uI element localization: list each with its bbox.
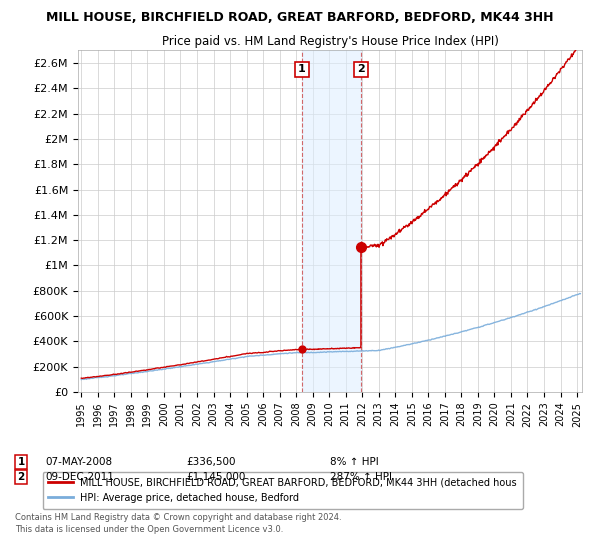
Text: This data is licensed under the Open Government Licence v3.0.: This data is licensed under the Open Gov… <box>15 525 283 534</box>
Text: 8% ↑ HPI: 8% ↑ HPI <box>330 457 379 467</box>
Bar <box>302 50 361 392</box>
Text: 1: 1 <box>298 64 306 74</box>
Text: 287% ↑ HPI: 287% ↑ HPI <box>330 472 392 482</box>
Text: 2: 2 <box>17 472 25 482</box>
Title: Price paid vs. HM Land Registry's House Price Index (HPI): Price paid vs. HM Land Registry's House … <box>161 35 499 48</box>
Text: Contains HM Land Registry data © Crown copyright and database right 2024.: Contains HM Land Registry data © Crown c… <box>15 514 341 522</box>
Text: 2: 2 <box>357 64 365 74</box>
Text: 09-DEC-2011: 09-DEC-2011 <box>45 472 114 482</box>
Text: MILL HOUSE, BIRCHFIELD ROAD, GREAT BARFORD, BEDFORD, MK44 3HH: MILL HOUSE, BIRCHFIELD ROAD, GREAT BARFO… <box>46 11 554 24</box>
Text: 1: 1 <box>17 457 25 467</box>
Text: £336,500: £336,500 <box>186 457 235 467</box>
Text: £1,145,000: £1,145,000 <box>186 472 245 482</box>
Text: 07-MAY-2008: 07-MAY-2008 <box>45 457 112 467</box>
Legend: MILL HOUSE, BIRCHFIELD ROAD, GREAT BARFORD, BEDFORD, MK44 3HH (detached hous, HP: MILL HOUSE, BIRCHFIELD ROAD, GREAT BARFO… <box>43 472 523 508</box>
